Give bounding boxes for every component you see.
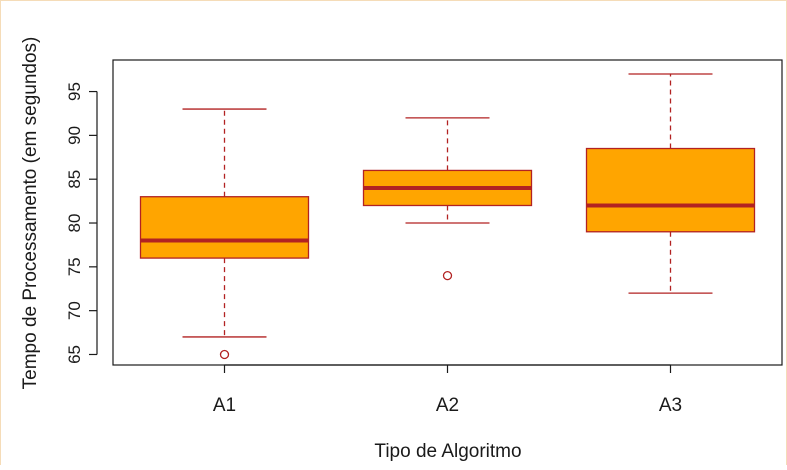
y-tick-label: 90 bbox=[65, 126, 84, 145]
x-tick-label-a3: A3 bbox=[659, 395, 682, 416]
y-tick-label: 95 bbox=[65, 82, 84, 101]
x-axis-label: Tipo de Algoritmo bbox=[374, 441, 521, 462]
y-tick-label: 70 bbox=[65, 301, 84, 320]
y-tick-label: 85 bbox=[65, 170, 84, 189]
y-tick-label: 80 bbox=[65, 214, 84, 233]
y-axis-label: Tempo de Processamento (em segundos) bbox=[20, 37, 41, 390]
outlier-point bbox=[442, 270, 453, 281]
outlier-point bbox=[219, 349, 230, 360]
iqr-box bbox=[139, 196, 310, 259]
x-tick-label-a2: A2 bbox=[436, 395, 459, 416]
box-a2 bbox=[362, 117, 533, 281]
box-a3 bbox=[585, 73, 756, 294]
x-axis: A1 A2 A3 bbox=[213, 364, 682, 416]
iqr-box bbox=[585, 147, 756, 233]
box-a1 bbox=[139, 108, 310, 360]
y-axis: 65 70 75 80 85 90 95 bbox=[65, 82, 98, 364]
y-tick-label: 65 bbox=[65, 345, 84, 364]
plot-area bbox=[112, 59, 783, 366]
y-tick-label: 75 bbox=[65, 257, 84, 276]
x-tick-label-a1: A1 bbox=[213, 395, 236, 416]
